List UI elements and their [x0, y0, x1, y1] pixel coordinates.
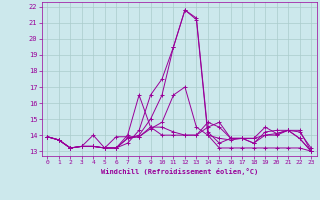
X-axis label: Windchill (Refroidissement éolien,°C): Windchill (Refroidissement éolien,°C) [100, 168, 258, 175]
